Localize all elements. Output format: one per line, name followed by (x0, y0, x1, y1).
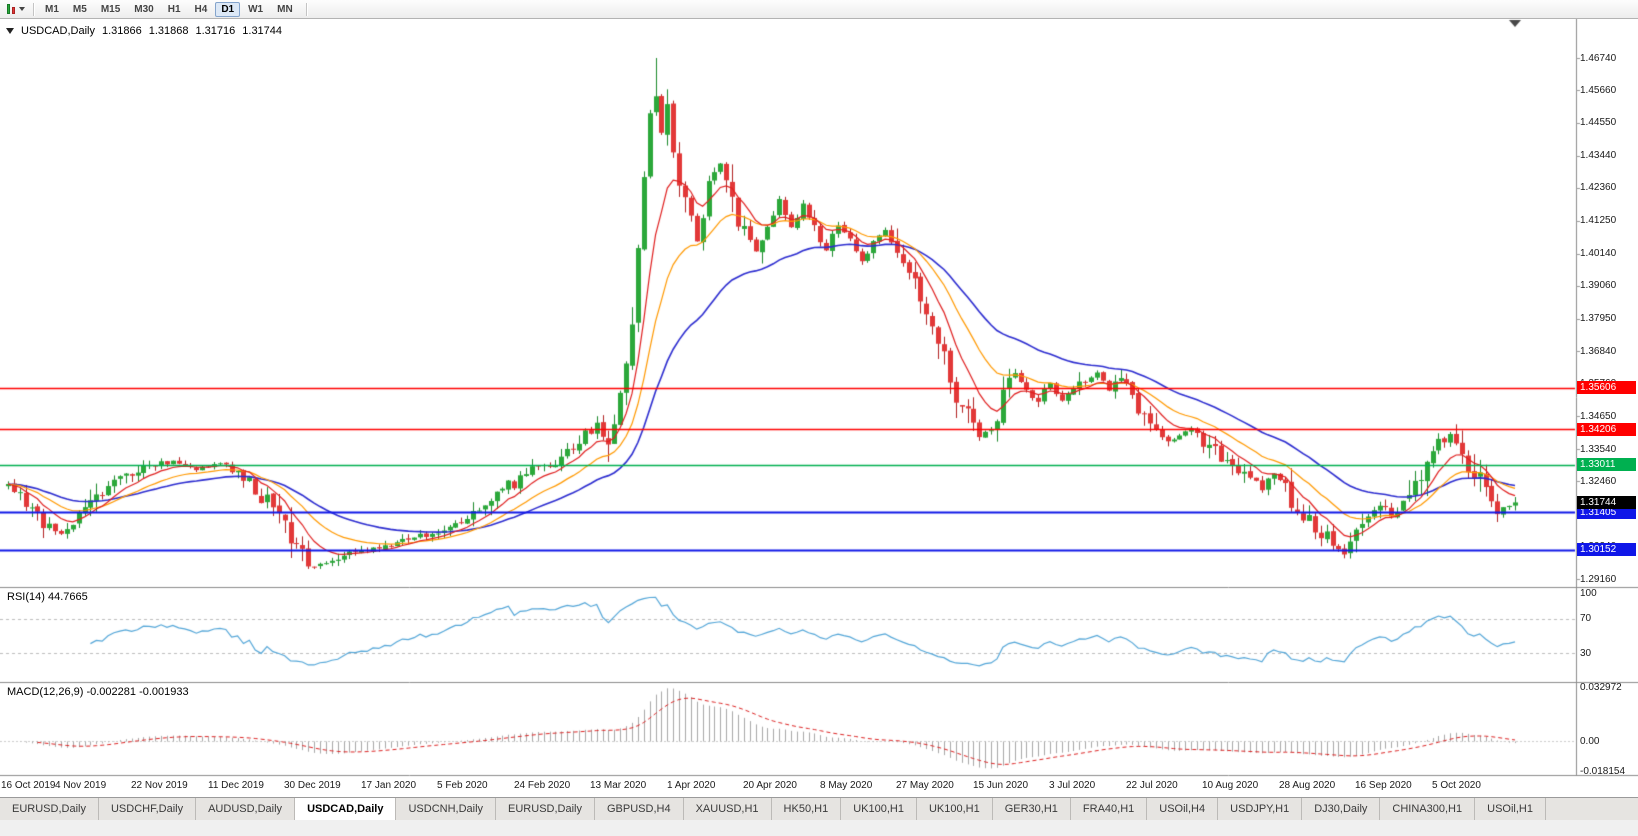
level-price-badge: 1.35606 (1577, 381, 1636, 395)
chart-tab-usdcad-daily[interactable]: USDCAD,Daily (295, 798, 397, 820)
ohlc-open: 1.31866 (101, 25, 142, 37)
price-tick-label: 1.39060 (1580, 280, 1617, 292)
timeframe-button-h1[interactable]: H1 (167, 3, 181, 15)
price-tick-label: 1.46740 (1580, 52, 1617, 64)
date-label: 1 Apr 2020 (667, 780, 716, 791)
chart-tab-uk100-h1[interactable]: UK100,H1 (841, 798, 917, 820)
date-label: 5 Feb 2020 (437, 780, 488, 791)
candle-down-glyph (12, 6, 15, 14)
date-label: 16 Sep 2020 (1355, 780, 1412, 791)
chart-tab-hk50-h1[interactable]: HK50,H1 (772, 798, 842, 820)
rsi-indicator-label: RSI(14) 44.7665 (7, 591, 88, 603)
rsi-axis-label: 100 (1580, 587, 1597, 599)
chart-window: USDCAD,Daily 1.31866 1.31868 1.31716 1.3… (0, 19, 1638, 797)
date-label: 15 Jun 2020 (973, 780, 1029, 791)
chart-tab-gbpusd-h4[interactable]: GBPUSD,H4 (595, 798, 684, 820)
chart-tab-ger30-h1[interactable]: GER30,H1 (993, 798, 1071, 820)
date-label: 4 Nov 2019 (55, 780, 107, 791)
chart-tab-bar: EURUSD,Daily USDCHF,Daily AUDUSD,Daily USDC… (0, 797, 1638, 820)
price-tick-label: 1.43440 (1580, 150, 1617, 162)
chart-tab-china300-h1[interactable]: CHINA300,H1 (1380, 798, 1476, 820)
chart-tab-xauusd-h1[interactable]: XAUUSD,H1 (684, 798, 772, 820)
level-price-badge: 1.31405 (1577, 505, 1636, 519)
toolbar-separator (33, 2, 34, 16)
chart-tab-fra40-h1[interactable]: FRA40,H1 (1071, 798, 1148, 820)
one-click-trading-toggle[interactable] (6, 28, 14, 34)
date-label: 22 Jul 2020 (1126, 780, 1178, 791)
bottom-strip (0, 820, 1638, 836)
date-label: 10 Aug 2020 (1202, 780, 1259, 791)
price-tick-label: 1.32460 (1580, 475, 1617, 487)
price-chart-canvas[interactable] (0, 19, 1638, 797)
chevron-down-icon (19, 7, 25, 11)
ohlc-high: 1.31868 (148, 25, 189, 37)
chart-tab-usdchf-daily[interactable]: USDCHF,Daily (99, 798, 197, 820)
chart-tab-usoil-h1[interactable]: USOil,H1 (1475, 798, 1546, 820)
ohlc-low: 1.31716 (195, 25, 236, 37)
date-label: 5 Oct 2020 (1432, 780, 1481, 791)
timeframe-button-w1[interactable]: W1 (248, 3, 264, 15)
symbol-period-label: USDCAD,Daily (21, 25, 95, 37)
chart-tab-usdcnh-daily[interactable]: USDCNH,Daily (396, 798, 497, 820)
date-label: 24 Feb 2020 (514, 780, 571, 791)
timeframe-button-m15[interactable]: M15 (100, 3, 121, 15)
chart-title: USDCAD,Daily 1.31866 1.31868 1.31716 1.3… (6, 25, 282, 37)
date-label: 11 Dec 2019 (208, 780, 264, 791)
price-tick-label: 1.44550 (1580, 117, 1617, 129)
date-label: 20 Apr 2020 (743, 780, 797, 791)
price-tick-label: 1.37950 (1580, 313, 1617, 324)
toolbar-separator (305, 2, 307, 16)
date-label: 3 Jul 2020 (1049, 780, 1096, 791)
rsi-axis-label: 30 (1580, 647, 1592, 659)
level-price-badge: 1.30152 (1577, 543, 1636, 557)
timeframe-buttons: M1 M5 M15 M30 H1 H4 D1 W1 MN (39, 1, 301, 17)
chart-tab-eurusd-daily[interactable]: EURUSD,Daily (0, 798, 99, 820)
date-label: 8 May 2020 (820, 780, 873, 791)
timeframe-button-mn[interactable]: MN (277, 3, 293, 15)
macd-axis-label: 0.00 (1580, 735, 1600, 747)
date-label: 27 May 2020 (896, 780, 954, 791)
macd-axis-label: -0.018154 (1580, 765, 1626, 777)
chart-tab-audusd-daily[interactable]: AUDUSD,Daily (196, 798, 296, 820)
price-tick-label: 1.41250 (1580, 215, 1617, 227)
price-tick-label: 1.36840 (1580, 345, 1617, 357)
timeframe-button-m30[interactable]: M30 (134, 3, 154, 15)
macd-indicator-label: MACD(12,26,9) -0.002281 -0.001933 (7, 686, 189, 698)
date-label: 13 Mar 2020 (590, 780, 647, 791)
chart-tool-icon[interactable] (4, 1, 28, 17)
price-tick-label: 1.34650 (1580, 410, 1617, 422)
date-label: 16 Oct 2019 (1, 780, 56, 791)
chart-tab-uk100-h1[interactable]: UK100,H1 (917, 798, 993, 820)
macd-axis-label: 0.032972 (1580, 681, 1622, 693)
timeframe-button-m1[interactable]: M1 (45, 3, 59, 15)
timeframe-button-d1[interactable]: D1 (215, 1, 241, 17)
candle-up-glyph (7, 4, 10, 14)
ohlc-close: 1.31744 (242, 25, 283, 37)
price-tick-label: 1.33540 (1580, 443, 1617, 455)
chart-tab-eurusd-daily[interactable]: EURUSD,Daily (496, 798, 595, 820)
price-tick-label: 1.42360 (1580, 182, 1617, 194)
level-price-badge: 1.34206 (1577, 422, 1636, 436)
date-label: 30 Dec 2019 (284, 780, 341, 791)
chart-tab-usoil-h4[interactable]: USOil,H4 (1147, 798, 1219, 820)
chart-tab-usdjpy-h1[interactable]: USDJPY,H1 (1218, 798, 1303, 820)
price-tick-label: 1.45660 (1580, 84, 1617, 96)
level-price-badge: 1.33011 (1577, 458, 1636, 472)
timeframe-toolbar: M1 M5 M15 M30 H1 H4 D1 W1 MN (0, 0, 1638, 19)
timeframe-button-m5[interactable]: M5 (72, 3, 87, 15)
chart-tab-dj30-daily[interactable]: DJ30,Daily (1302, 798, 1381, 820)
price-tick-label: 1.40140 (1580, 248, 1617, 260)
price-tick-label: 1.29160 (1580, 573, 1617, 585)
timeframe-button-h4[interactable]: H4 (194, 3, 208, 15)
date-label: 22 Nov 2019 (131, 780, 188, 791)
date-label: 17 Jan 2020 (361, 780, 417, 791)
current-price-badge: 1.31744 (1577, 495, 1636, 509)
date-label: 28 Aug 2020 (1279, 780, 1336, 791)
rsi-axis-label: 70 (1580, 613, 1592, 625)
